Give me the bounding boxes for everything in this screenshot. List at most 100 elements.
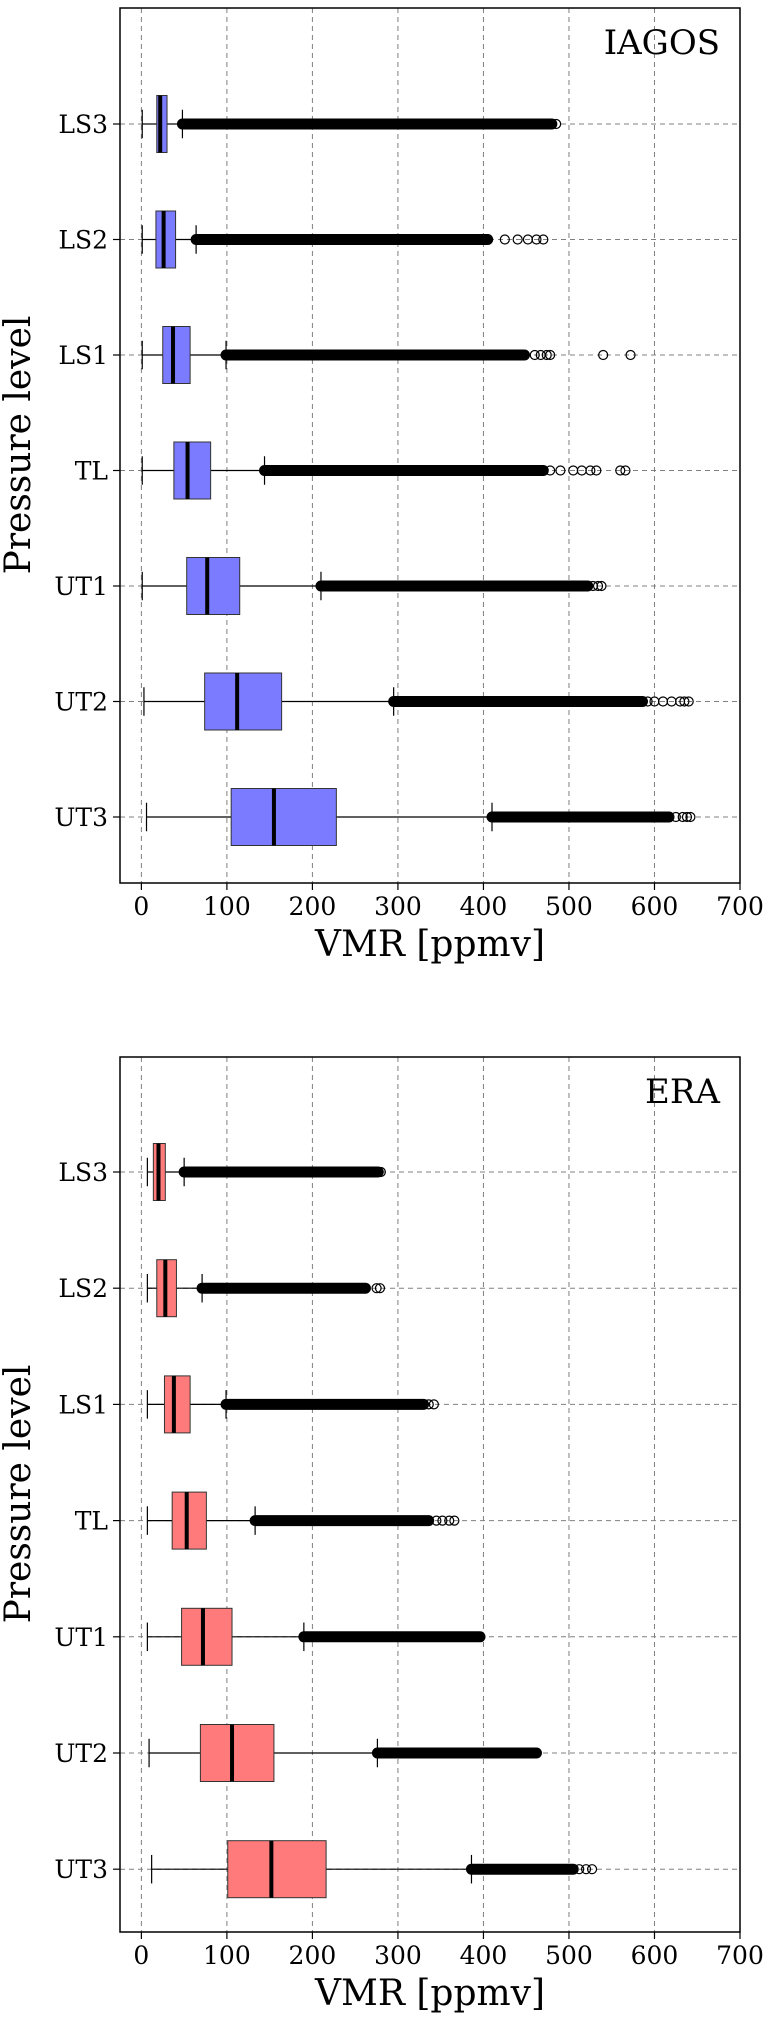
outlier-point	[620, 465, 631, 476]
outlier-point	[598, 349, 609, 361]
x-tick-labels: 0 100 200 300 400 500 600 700	[133, 1941, 763, 1970]
iqr-box	[162, 326, 191, 384]
outlier-point	[423, 1399, 434, 1410]
outlier-point	[375, 1166, 386, 1178]
box-ls3	[141, 95, 562, 153]
x-axis-label: VMR [ppmv]	[314, 1973, 545, 2014]
y-tick-label: LS3	[58, 1158, 108, 1187]
panel-label: IAGOS	[604, 23, 720, 63]
y-tick-labels: LS3 LS2 LS1 TL UT1 UT2 UT3	[54, 110, 108, 832]
outlier-point	[615, 465, 626, 476]
x-tick-labels: 0 100 200 300 400 500 600 700	[133, 892, 763, 921]
outlier-point	[555, 465, 566, 476]
x-tick-label: 400	[460, 1941, 508, 1970]
x-tick-label: 0	[133, 892, 149, 921]
box-tl	[146, 1491, 460, 1550]
box-ut2	[148, 1724, 542, 1782]
plot-frame	[119, 1056, 741, 1933]
outlier-point	[574, 1864, 585, 1875]
outlier-point	[545, 465, 556, 476]
outlier-point	[531, 234, 542, 245]
outlier-point	[670, 811, 681, 823]
outlier-point	[596, 580, 607, 592]
era-panel: LS3 LS2 LS1 TL UT1 UT2 UT3 0 100 200 300 400 500 600…	[0, 1056, 764, 2014]
box-ls2	[141, 210, 549, 269]
outlier-point	[677, 811, 688, 823]
y-tick-label: UT3	[54, 1855, 108, 1884]
y-tick-label: LS3	[58, 110, 108, 139]
tick-marks	[113, 1171, 741, 1939]
box-series	[141, 95, 696, 846]
outlier-point	[591, 465, 602, 476]
outlier-point	[685, 811, 696, 823]
iqr-box	[173, 441, 212, 500]
y-tick-label: LS2	[58, 1274, 108, 1303]
outlier-point	[449, 1515, 460, 1526]
outlier-point	[545, 349, 556, 361]
outlier-point	[538, 234, 549, 245]
iqr-box	[230, 788, 337, 846]
x-tick-label: 100	[203, 1941, 251, 1970]
box-ls3	[146, 1143, 386, 1201]
x-tick-label: 200	[289, 892, 337, 921]
x-tick-label: 600	[631, 892, 679, 921]
panel-label: ERA	[645, 1072, 720, 1112]
y-tick-label: UT2	[54, 688, 108, 717]
x-tick-label: 300	[374, 892, 422, 921]
outlier-point	[512, 234, 523, 245]
y-tick-label: LS1	[58, 341, 108, 370]
x-tick-label: 500	[545, 1941, 593, 1970]
box-ut3	[145, 788, 696, 846]
tick-marks	[113, 123, 741, 890]
y-axis-label: Pressure level	[0, 316, 39, 575]
box-ut1	[141, 557, 607, 615]
outlier-point	[551, 118, 562, 130]
y-axis-label: Pressure level	[0, 1365, 39, 1624]
iqr-box	[199, 1724, 275, 1782]
box-ut1	[146, 1607, 486, 1666]
outlier-point	[541, 349, 552, 361]
iqr-box	[171, 1491, 207, 1550]
box-series	[146, 1143, 598, 1899]
box-ls2	[146, 1259, 386, 1318]
iqr-box	[204, 672, 283, 731]
iqr-box	[155, 210, 177, 269]
box-ut2	[143, 672, 694, 731]
x-tick-label: 700	[716, 892, 764, 921]
y-tick-label: UT1	[54, 572, 108, 601]
iagos-panel: LS3 LS2 LS1 TL UT1 UT2 UT3 0 100 200 300 400 500 600…	[0, 7, 764, 965]
y-tick-label: UT3	[54, 803, 108, 832]
plot-frame	[119, 7, 741, 884]
outlier-point	[371, 1283, 382, 1294]
box-tl	[141, 441, 631, 500]
y-tick-label: LS1	[58, 1390, 108, 1419]
outlier-point	[585, 465, 596, 476]
box-ls1	[141, 326, 636, 384]
iqr-box	[181, 1607, 233, 1666]
outlier-point	[681, 811, 693, 823]
iqr-box	[227, 1840, 327, 1899]
iqr-box	[163, 1375, 191, 1434]
iqr-box	[186, 557, 241, 615]
outlier-point	[625, 349, 636, 361]
x-tick-label: 700	[716, 1941, 764, 1970]
outlier-point	[679, 696, 690, 707]
outlier-point	[592, 580, 604, 592]
y-tick-label: UT2	[54, 1739, 108, 1768]
x-tick-label: 200	[289, 1941, 337, 1970]
outlier-point	[529, 349, 540, 361]
outlier-point	[431, 1515, 442, 1526]
outlier-point	[444, 1515, 455, 1526]
x-tick-label: 500	[545, 892, 593, 921]
y-tick-label: LS2	[58, 226, 108, 255]
y-tick-label: UT1	[54, 1623, 108, 1652]
y-tick-label: TL	[75, 457, 108, 486]
x-axis-label: VMR [ppmv]	[314, 924, 545, 965]
outlier-point	[428, 1399, 439, 1410]
outlier-point	[586, 1864, 598, 1875]
y-tick-label: TL	[75, 1507, 108, 1536]
outlier-point	[642, 696, 653, 707]
x-tick-label: 600	[631, 1941, 679, 1970]
x-tick-label: 100	[203, 892, 251, 921]
